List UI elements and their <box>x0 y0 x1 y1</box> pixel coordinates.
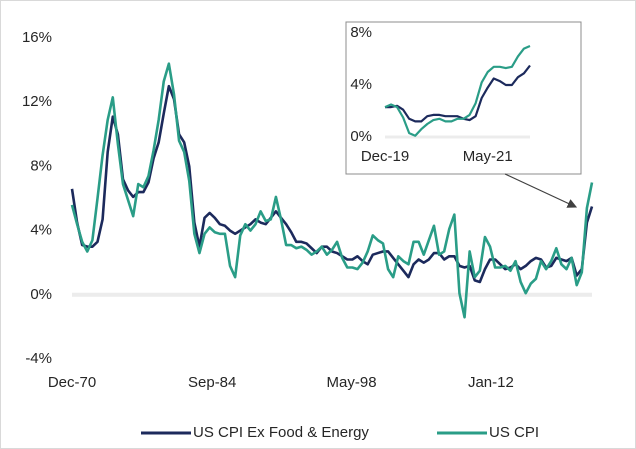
y-tick-label: 0% <box>350 128 372 145</box>
series-line <box>384 44 531 137</box>
legend-label: US CPI <box>489 424 539 441</box>
y-tick-label: 8% <box>30 157 52 174</box>
x-tick-label: Dec-70 <box>48 374 96 391</box>
x-tick-label: Dec-19 <box>361 148 409 165</box>
y-tick-label: 8% <box>350 24 372 41</box>
x-tick-label: Sep-84 <box>188 374 236 391</box>
y-tick-label: 0% <box>30 286 52 303</box>
y-tick-label: 16% <box>22 29 52 46</box>
x-tick-label: May-98 <box>327 374 377 391</box>
inset-frame <box>345 21 582 175</box>
y-tick-label: 4% <box>30 222 52 239</box>
y-tick-label: -4% <box>25 350 52 367</box>
x-tick-label: Jan-12 <box>468 374 514 391</box>
series-line <box>70 62 594 319</box>
series-line <box>385 64 531 123</box>
annotation-arrow <box>504 173 578 208</box>
y-tick-label: 12% <box>22 93 52 110</box>
legend-label: US CPI Ex Food & Energy <box>193 424 369 441</box>
y-tick-label: 4% <box>350 76 372 93</box>
x-tick-label: May-21 <box>463 148 513 165</box>
